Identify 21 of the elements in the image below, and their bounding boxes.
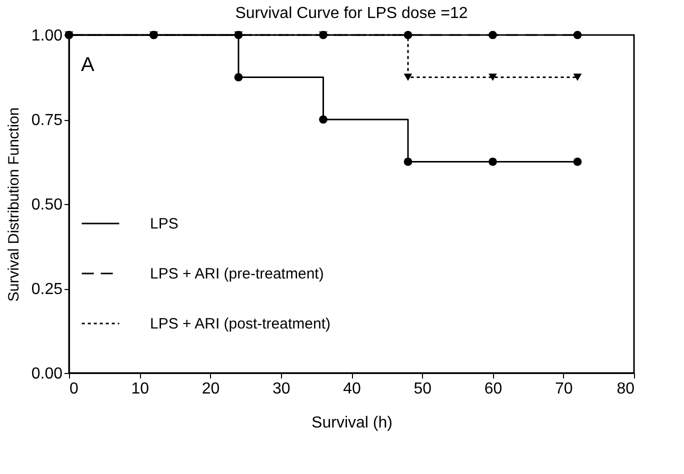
x-tick-label: 10 [131,380,150,398]
y-tick-label: 0.75 [31,112,63,129]
chart-title: Survival Curve for LPS dose =12 [235,5,468,22]
y-tick-label: 0.50 [31,196,63,214]
annotation: A [81,54,95,76]
x-tick-label: 0 [70,380,78,398]
x-tick-label: 20 [202,380,220,398]
x-tick-label: 70 [554,380,573,398]
x-tick-label: 30 [272,380,290,398]
y-tick-label: 0.25 [31,281,63,298]
x-tick-label: 80 [616,380,635,398]
x-tick-label: 60 [484,380,502,398]
legend-label: LPS [150,216,178,232]
y-tick-label: 0.00 [31,366,63,382]
x-axis-title: Survival (h) [312,414,392,432]
x-tick-label: 40 [343,380,361,398]
x-tick-label: 50 [414,380,432,398]
legend-label: LPS + ARI (post-treatment) [150,316,330,332]
legend-label: LPS + ARI (pre-treatment) [150,266,324,282]
y-tick-label: 1.00 [31,28,63,44]
y-axis-title: Survival Distribution Function [5,107,22,302]
